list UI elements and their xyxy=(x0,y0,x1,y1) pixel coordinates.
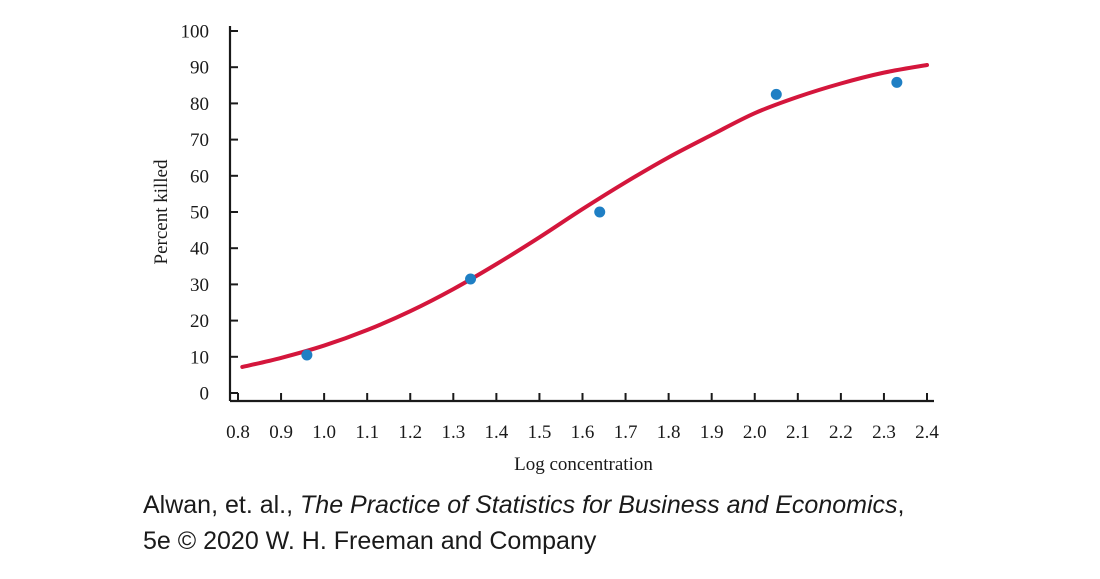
y-tick-label: 80 xyxy=(190,94,209,115)
x-tick-label: 2.2 xyxy=(829,422,853,443)
x-tick-label: 2.1 xyxy=(786,422,810,443)
data-points-layer xyxy=(301,76,903,361)
data-point xyxy=(770,88,782,100)
axes: 0 10 20 30 40 50 60 70 80 90 100 0.8 0.9 1.0 1.1 1.2 1.3… xyxy=(181,22,940,444)
x-tick-label: 0.8 xyxy=(226,422,250,443)
x-tick-label: 1.1 xyxy=(355,422,379,443)
data-point xyxy=(301,349,313,361)
x-tick-label: 1.2 xyxy=(398,422,422,443)
y-tick-label: 0 xyxy=(200,384,210,405)
caption-authors: Alwan, et. al., xyxy=(143,491,301,519)
y-tick-label: 30 xyxy=(190,275,209,296)
y-tick-label: 40 xyxy=(190,239,209,260)
fitted-curve-line xyxy=(240,63,929,369)
x-axis-title: Log concentration xyxy=(514,454,653,475)
chart: 0 10 20 30 40 50 60 70 80 90 100 0.8 0.9 1.0 1.1 1.2 1.3… xyxy=(151,22,940,476)
data-point xyxy=(594,206,606,218)
y-tick-label: 90 xyxy=(190,58,209,79)
x-tick-label: 1.4 xyxy=(485,422,509,443)
caption-comma: , xyxy=(897,491,905,519)
caption-line-1: Alwan, et. al., The Practice of Statisti… xyxy=(143,493,904,518)
x-tick-label: 1.8 xyxy=(657,422,681,443)
x-tick-label: 1.6 xyxy=(571,422,595,443)
x-tick-label: 1.7 xyxy=(614,422,638,443)
x-tick-label: 1.9 xyxy=(700,422,724,443)
data-point xyxy=(891,76,903,88)
y-tick-label: 50 xyxy=(190,203,209,224)
fitted-curve-layer xyxy=(240,63,929,369)
y-tick-label: 20 xyxy=(190,311,209,332)
x-tick-label: 2.3 xyxy=(872,422,896,443)
caption-line-2: 5e © 2020 W. H. Freeman and Company xyxy=(143,527,597,555)
y-tick-label: 100 xyxy=(181,22,210,43)
x-tick-label: 1.3 xyxy=(441,422,465,443)
x-tick-label: 1.5 xyxy=(528,422,552,443)
caption-book-title: The Practice of Statistics for Business … xyxy=(300,491,898,519)
y-tick-label: 10 xyxy=(190,347,209,368)
x-tick-label: 2.0 xyxy=(743,422,767,443)
y-tick-label: 70 xyxy=(190,130,209,151)
x-tick-label: 2.4 xyxy=(915,422,939,443)
x-tick-label: 0.9 xyxy=(269,422,293,443)
y-axis-title: Percent killed xyxy=(151,159,172,264)
y-tick-label: 60 xyxy=(190,166,209,187)
x-tick-label: 1.0 xyxy=(312,422,336,443)
data-point xyxy=(465,273,477,285)
